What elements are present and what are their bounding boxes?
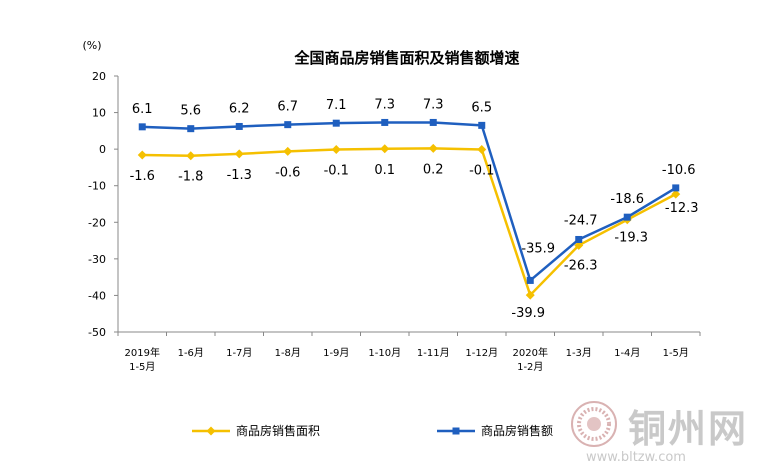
- series-line: [142, 121, 677, 282]
- data-point: [526, 276, 534, 284]
- data-point: [671, 189, 681, 199]
- legend-label: 商品房销售额: [481, 423, 553, 438]
- data-label: 5.6: [180, 104, 201, 119]
- data-label: -1.3: [227, 168, 252, 183]
- data-point: [381, 118, 389, 126]
- data-point: [623, 213, 631, 221]
- data-point: [235, 122, 243, 130]
- y-tick-label: -30: [88, 253, 106, 266]
- data-label: 6.1: [132, 102, 153, 117]
- data-point: [672, 184, 680, 192]
- data-label: -0.1: [324, 164, 349, 179]
- chart-title: 全国商品房销售面积及销售额增速: [293, 49, 519, 67]
- data-labels: -1.6 -1.8 -1.3 -0.6 -0.1 0.1 0.2 -0.1 -39.9 -26.3…: [130, 97, 699, 321]
- data-label: -0.1: [469, 164, 494, 179]
- data-label: 6.7: [277, 100, 298, 115]
- y-tick-label: -10: [88, 180, 106, 193]
- data-label: -0.6: [275, 165, 300, 180]
- x-tick-label-line: 2020年: [513, 346, 548, 359]
- data-point: [332, 119, 340, 127]
- legend-marker: [206, 426, 216, 436]
- data-point: [138, 123, 146, 131]
- x-tick-label: 1-4月: [614, 347, 640, 359]
- data-label: 7.3: [374, 97, 395, 112]
- watermark-name: 铜州网: [628, 406, 749, 451]
- y-axis-unit: (%): [82, 39, 101, 52]
- x-tick-label: 1-9月: [323, 347, 349, 359]
- x-tick-label-line: 1-4月: [614, 347, 640, 359]
- x-tick-label-line: 1-8月: [275, 347, 301, 359]
- data-label: 6.2: [229, 101, 250, 116]
- x-tick-label-line: 1-10月: [368, 347, 401, 359]
- y-tick-label: -40: [88, 289, 106, 302]
- data-label: -19.3: [614, 231, 648, 246]
- data-label: 0.1: [374, 163, 395, 178]
- data-point: [477, 145, 487, 155]
- data-label: -35.9: [521, 241, 555, 256]
- legend-marker: [452, 427, 460, 435]
- data-label: 7.3: [423, 97, 444, 112]
- x-tick-label: 1-7月: [226, 347, 252, 359]
- x-tick-label-line: 1-7月: [226, 347, 252, 359]
- watermark: 铜州网 www.bltzw.com: [570, 398, 760, 468]
- x-tick-label: 1-3月: [566, 347, 592, 359]
- x-tick-label: 1-6月: [178, 347, 204, 359]
- data-label: -10.6: [662, 163, 696, 178]
- data-label: -18.6: [610, 192, 644, 207]
- x-tick-label-line: 1-11月: [417, 347, 450, 359]
- data-label: -12.3: [665, 201, 699, 216]
- data-label: -39.9: [511, 306, 545, 321]
- series-line: [142, 147, 677, 297]
- y-tick-label: -20: [88, 216, 106, 229]
- x-tick-label: 1-5月: [663, 347, 689, 359]
- x-tick-label-line: 1-5月: [129, 361, 155, 373]
- legend-label: 商品房销售面积: [236, 423, 320, 438]
- data-point: [525, 290, 535, 300]
- data-label: 0.2: [423, 162, 444, 177]
- x-tick-label-line: 1-5月: [663, 347, 689, 359]
- data-point: [234, 149, 244, 159]
- y-tick-label: -50: [88, 326, 106, 339]
- x-tick-label: 1-12月: [465, 347, 498, 359]
- data-label: -1.6: [130, 169, 155, 184]
- x-tick-label-line: 1-12月: [465, 347, 498, 359]
- watermark-url: www.bltzw.com: [586, 450, 686, 465]
- data-point: [186, 151, 196, 161]
- data-point: [478, 121, 486, 129]
- axes: 20 10 0 -10 -20 -30 -40 -50 2019年 1-5月 1-6月 1-7月 1-8…: [88, 70, 701, 373]
- x-tick-label: 2019年 1-5月: [125, 346, 160, 373]
- data-label: 6.5: [471, 100, 492, 115]
- data-point: [575, 235, 583, 243]
- x-tick-label: 1-11月: [417, 347, 450, 359]
- data-point: [574, 240, 584, 250]
- data-point: [429, 118, 437, 126]
- watermark-seal-icon: [571, 401, 617, 447]
- data-point: [380, 144, 390, 154]
- x-tick-label-line: 2019年: [125, 346, 160, 359]
- data-label: -24.7: [564, 213, 598, 228]
- data-point: [187, 125, 195, 133]
- data-point: [331, 145, 341, 155]
- data-label: -26.3: [564, 258, 598, 273]
- data-point: [428, 143, 438, 153]
- x-tick-label-line: 1-6月: [178, 347, 204, 359]
- y-tick-label: 20: [92, 70, 106, 83]
- x-tick-label: 1-8月: [275, 347, 301, 359]
- legend: 商品房销售面积 商品房销售额: [192, 423, 553, 438]
- data-point: [283, 146, 293, 156]
- data-point: [284, 121, 292, 129]
- x-tick-label: 1-10月: [368, 347, 401, 359]
- data-point: [137, 150, 147, 160]
- x-tick-label-line: 1-3月: [566, 347, 592, 359]
- data-label: -1.8: [178, 170, 203, 185]
- x-tick-label: 2020年 1-2月: [513, 346, 548, 373]
- y-tick-label: 0: [99, 143, 106, 156]
- data-label: 7.1: [326, 98, 347, 113]
- x-tick-label-line: 1-9月: [323, 347, 349, 359]
- y-tick-label: 10: [92, 107, 106, 120]
- series-layer: [137, 118, 681, 300]
- x-tick-label-line: 1-2月: [517, 361, 543, 373]
